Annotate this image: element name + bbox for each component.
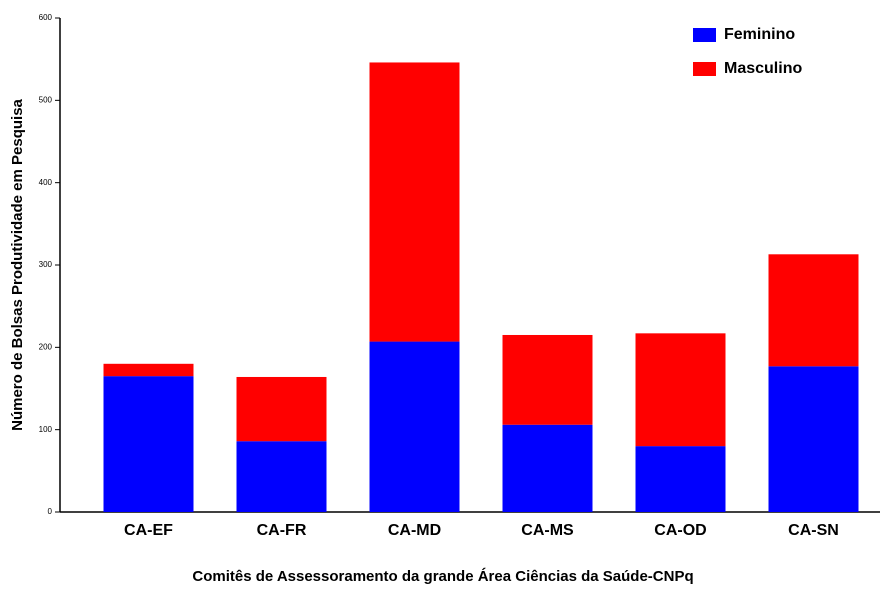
bar-segment [768,366,859,512]
y-axis-title: Número de Bolsas Produtividade em Pesqui… [9,98,26,430]
y-tick-label: 0 [48,507,53,516]
x-tick-label: CA-FR [257,522,307,539]
y-tick-label: 400 [39,178,53,187]
y-tick-label: 300 [39,260,53,269]
legend-label: Feminino [724,26,795,43]
bar-segment [768,254,859,367]
legend-swatch [693,62,716,76]
x-tick-label: CA-OD [654,522,706,539]
y-tick-label: 200 [39,342,53,351]
x-tick-label: CA-EF [124,522,173,539]
bar-segment [236,441,327,512]
bar-segment [635,446,726,512]
y-tick-label: 500 [39,95,53,104]
y-tick-label: 100 [39,425,53,434]
bar-segment [369,341,460,512]
bar-segment [635,333,726,447]
x-axis-title: Comitês de Assessoramento da grande Área… [192,568,693,585]
x-tick-label: CA-MD [388,522,441,539]
legend-swatch [693,28,716,42]
legend-label: Masculino [724,60,802,77]
bar-segment [502,424,593,512]
bar-segment [502,334,593,425]
bar-segment [103,376,194,512]
bar-segment [236,376,327,442]
x-tick-label: CA-MS [521,522,574,539]
y-tick-label: 600 [39,13,53,22]
bar-segment [103,363,194,377]
x-tick-label: CA-SN [788,522,839,539]
bar-segment [369,62,460,342]
